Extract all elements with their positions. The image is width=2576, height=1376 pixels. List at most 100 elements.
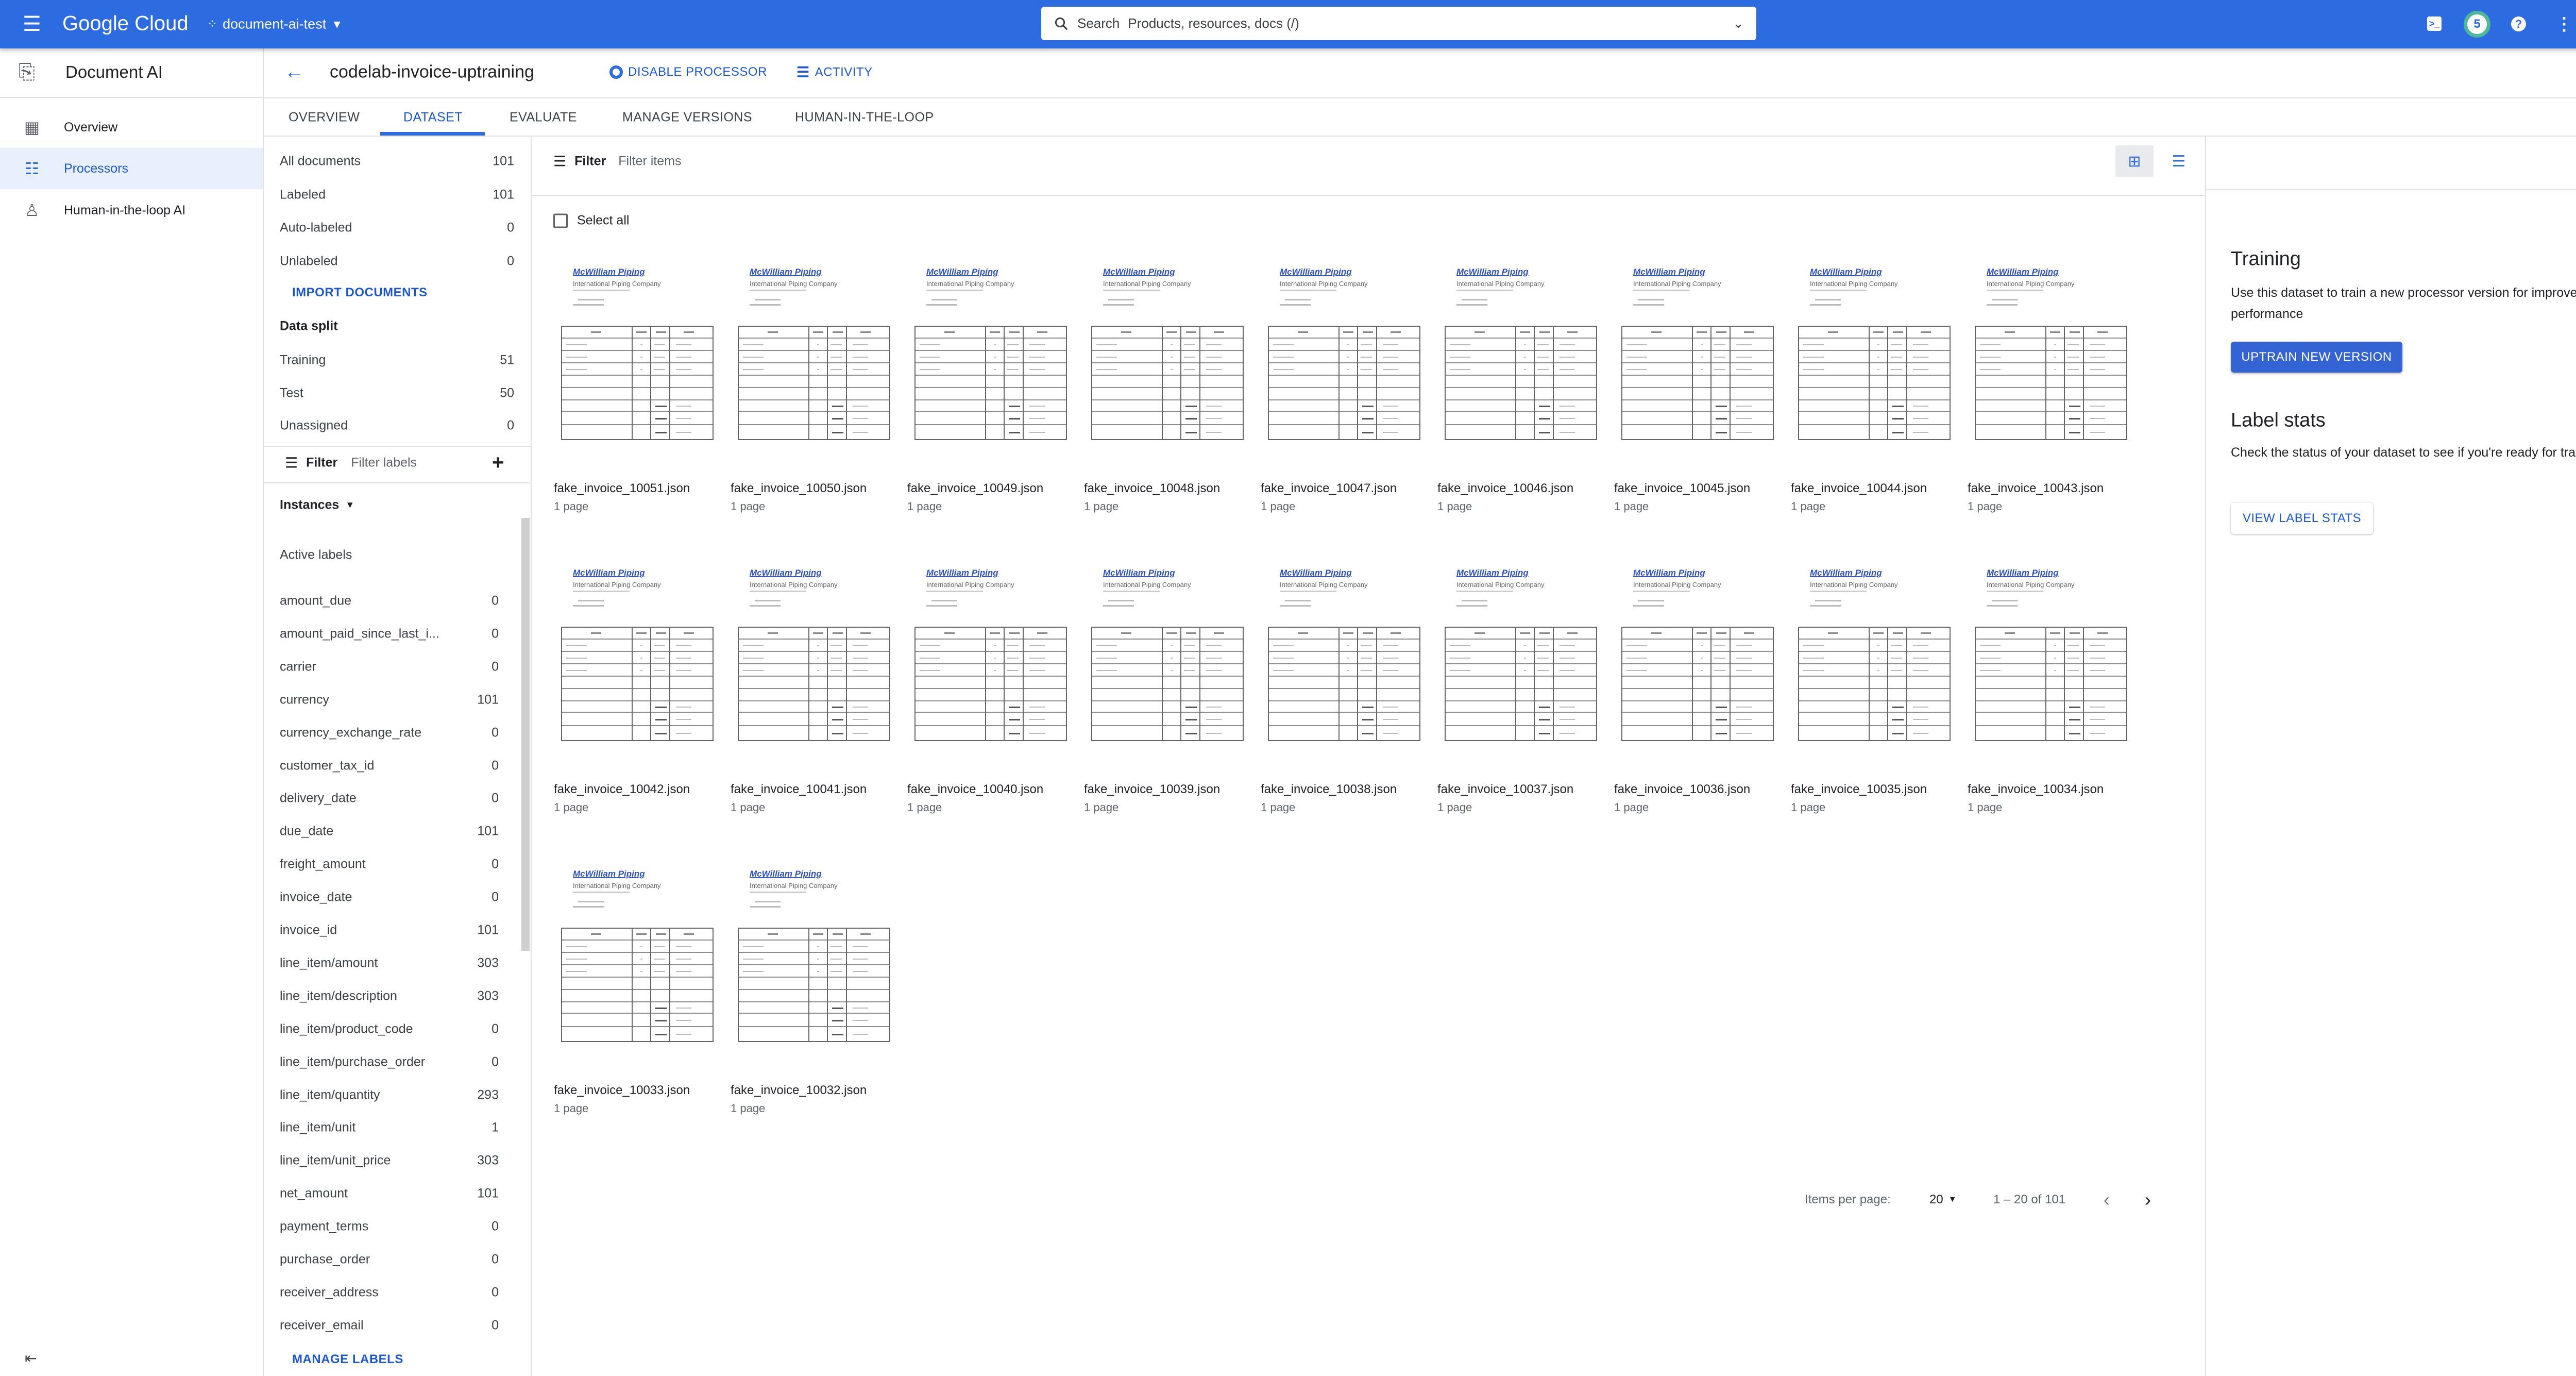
label-row[interactable]: line_item/product_code 0 (280, 1021, 499, 1036)
row-count: 303 (477, 1153, 499, 1168)
menu-icon[interactable]: ☰ (23, 13, 41, 36)
list-view-button[interactable]: ☰ (2167, 145, 2191, 177)
disable-processor-button[interactable]: DISABLE PROCESSOR (609, 65, 767, 79)
document-card[interactable]: McWilliam Piping International Piping Com… (554, 863, 719, 1115)
notifications-badge[interactable]: 5 (2464, 11, 2490, 38)
nav-item-overview[interactable]: ▦ Overview (0, 107, 263, 148)
project-selector[interactable]: ⁘ document-ai-test ▼ (207, 16, 343, 32)
document-pages: 1 page (1437, 801, 1472, 814)
import-documents-button[interactable]: IMPORT DOCUMENTS (280, 286, 514, 300)
document-card[interactable]: McWilliam Piping International Piping Com… (1791, 562, 1956, 814)
label-row[interactable]: receiver_address 0 (280, 1285, 499, 1300)
label-list-scrollbar[interactable] (521, 518, 530, 951)
add-label-icon[interactable]: + (492, 451, 504, 474)
nav-item-human-in-the-loop[interactable]: ♙ Human-in-the-loop AI (0, 190, 263, 231)
document-count-row[interactable]: Auto-labeled 0 (280, 221, 514, 236)
data-split-row[interactable]: Test 50 (280, 385, 514, 400)
search-bar[interactable]: Search Products, resources, docs (/) ⌄ (1041, 7, 1756, 40)
document-pages: 1 page (1791, 801, 1826, 814)
thumbnail-company: McWilliam Piping (926, 568, 998, 578)
items-per-page-select[interactable]: 20 ▼ (1929, 1193, 1957, 1207)
uptrain-new-version-button[interactable]: UPTRAIN NEW VERSION (2231, 342, 2402, 373)
tab-overview[interactable]: OVERVIEW (289, 110, 360, 125)
document-ai-icon: ⎘ (19, 60, 35, 83)
grid-view-button[interactable]: ⊞ (2115, 145, 2154, 177)
document-card[interactable]: McWilliam Piping International Piping Com… (731, 562, 895, 814)
document-card[interactable]: McWilliam Piping International Piping Com… (731, 863, 895, 1115)
data-split-row[interactable]: Training 51 (280, 353, 514, 368)
instances-dropdown[interactable]: Instances ▼ (280, 498, 354, 513)
label-row[interactable]: invoice_date 0 (280, 890, 499, 905)
document-count-row[interactable]: Unlabeled 0 (280, 254, 514, 269)
next-page-icon[interactable]: › (2145, 1189, 2151, 1210)
document-card[interactable]: McWilliam Piping International Piping Com… (907, 261, 1072, 513)
label-row[interactable]: due_date 101 (280, 824, 499, 839)
document-card[interactable]: McWilliam Piping International Piping Com… (1261, 562, 1426, 814)
document-pages: 1 page (1084, 801, 1119, 814)
document-card[interactable]: McWilliam Piping International Piping Com… (1968, 562, 2132, 814)
filter-labels-input[interactable]: Filter labels (351, 455, 417, 470)
invoice-thumbnail: McWilliam Piping International Piping Com… (1975, 568, 2127, 741)
terminal-icon[interactable]: >_ (2427, 16, 2442, 31)
document-card[interactable]: McWilliam Piping International Piping Com… (554, 562, 719, 814)
chevron-down-icon: ▼ (331, 18, 343, 30)
row-label: line_item/unit_price (280, 1153, 391, 1168)
label-row[interactable]: amount_paid_since_last_i... 0 (280, 626, 499, 641)
items-filter[interactable]: ☰ Filter Filter items (553, 153, 681, 170)
prev-page-icon[interactable]: ‹ (2104, 1189, 2110, 1210)
document-card[interactable]: McWilliam Piping International Piping Com… (907, 562, 1072, 814)
label-row[interactable]: currency_exchange_rate 0 (280, 725, 499, 740)
document-card[interactable]: McWilliam Piping International Piping Com… (554, 261, 719, 513)
label-row[interactable]: invoice_id 101 (280, 923, 499, 938)
label-row[interactable]: purchase_order 0 (280, 1252, 499, 1267)
search-input[interactable]: Products, resources, docs (/) (1128, 15, 1299, 31)
document-card[interactable]: McWilliam Piping International Piping Com… (1084, 261, 1249, 513)
tab-manage-versions[interactable]: MANAGE VERSIONS (622, 110, 752, 125)
activity-button[interactable]: ☰ ACTIVITY (796, 64, 873, 81)
document-card[interactable]: McWilliam Piping International Piping Com… (1614, 261, 1779, 513)
label-row[interactable]: line_item/quantity 293 (280, 1087, 499, 1102)
document-card[interactable]: McWilliam Piping International Piping Com… (1791, 261, 1956, 513)
label-row[interactable]: line_item/amount 303 (280, 955, 499, 970)
document-card[interactable]: McWilliam Piping International Piping Com… (1968, 261, 2132, 513)
document-count-row[interactable]: Labeled 101 (280, 187, 514, 202)
label-row[interactable]: net_amount 101 (280, 1186, 499, 1201)
label-row[interactable]: carrier 0 (280, 659, 499, 674)
document-card[interactable]: McWilliam Piping International Piping Com… (1084, 562, 1249, 814)
label-row[interactable]: freight_amount 0 (280, 857, 499, 872)
label-row[interactable]: line_item/description 303 (280, 988, 499, 1003)
tab-dataset[interactable]: DATASET (403, 110, 463, 125)
collapse-nav-icon[interactable]: ⇤ (25, 1350, 37, 1366)
manage-labels-button[interactable]: MANAGE LABELS (292, 1352, 403, 1367)
document-card[interactable]: McWilliam Piping International Piping Com… (1261, 261, 1426, 513)
tab-evaluate[interactable]: EVALUATE (510, 110, 577, 125)
label-row[interactable]: currency 101 (280, 692, 499, 707)
document-card[interactable]: McWilliam Piping International Piping Com… (1437, 261, 1602, 513)
data-split-row[interactable]: Unassigned 0 (280, 418, 514, 433)
label-row[interactable]: receiver_email 0 (280, 1318, 499, 1333)
label-row[interactable]: line_item/purchase_order 0 (280, 1054, 499, 1069)
nav-item-processors[interactable]: ☷ Processors (0, 148, 263, 189)
back-arrow-icon[interactable]: ← (284, 61, 304, 83)
document-card[interactable]: McWilliam Piping International Piping Com… (1437, 562, 1602, 814)
row-label: Unlabeled (280, 254, 338, 268)
document-card[interactable]: McWilliam Piping International Piping Com… (1614, 562, 1779, 814)
help-icon[interactable]: ? (2511, 16, 2526, 31)
chevron-down-icon[interactable]: ⌄ (1733, 15, 1744, 31)
more-vert-icon[interactable]: ⋮ (2555, 14, 2573, 34)
document-name: fake_invoice_10039.json (1084, 782, 1221, 796)
label-row[interactable]: line_item/unit 1 (280, 1120, 499, 1135)
label-row[interactable]: delivery_date 0 (280, 791, 499, 806)
view-label-stats-button[interactable]: VIEW LABEL STATS (2231, 503, 2373, 534)
label-row[interactable]: line_item/unit_price 303 (280, 1153, 499, 1168)
document-count-row[interactable]: All documents 101 (280, 154, 514, 169)
label-filter[interactable]: ☰ Filter Filter labels (285, 455, 417, 472)
tab-human-in-the-loop[interactable]: HUMAN-IN-THE-LOOP (795, 110, 934, 125)
filter-items-input[interactable]: Filter items (618, 154, 682, 169)
label-row[interactable]: customer_tax_id 0 (280, 758, 499, 773)
brand-logo[interactable]: Google Cloud (62, 12, 189, 35)
label-row[interactable]: payment_terms 0 (280, 1219, 499, 1234)
document-card[interactable]: McWilliam Piping International Piping Com… (731, 261, 895, 513)
label-row[interactable]: amount_due 0 (280, 594, 499, 609)
select-all-checkbox[interactable]: Select all (553, 213, 629, 228)
